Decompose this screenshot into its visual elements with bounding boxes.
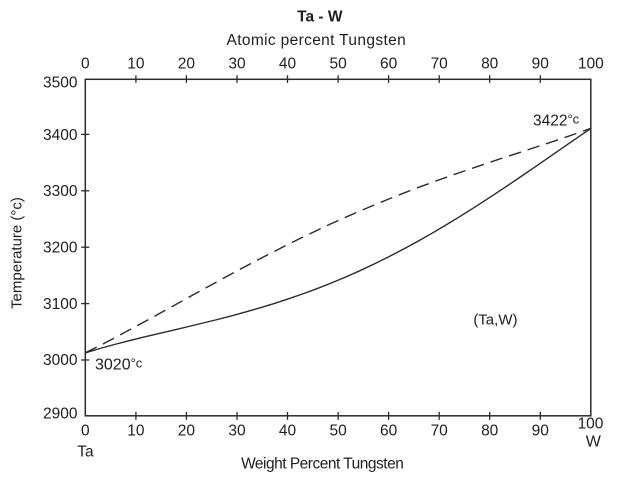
- svg-text:60: 60: [380, 423, 398, 440]
- svg-text:30: 30: [228, 55, 246, 72]
- svg-text:50: 50: [329, 55, 347, 72]
- svg-text:3100: 3100: [43, 296, 78, 313]
- svg-text:3200: 3200: [43, 239, 78, 256]
- svg-text:100: 100: [578, 55, 604, 72]
- svg-text:(Ta,W): (Ta,W): [473, 312, 517, 329]
- svg-text:0: 0: [81, 423, 90, 440]
- svg-text:3400: 3400: [43, 127, 78, 144]
- svg-text:3422°c: 3422°c: [533, 112, 580, 130]
- svg-text:3000: 3000: [43, 352, 78, 369]
- svg-text:10: 10: [127, 55, 145, 72]
- svg-text:100: 100: [578, 416, 604, 433]
- svg-text:W: W: [586, 433, 602, 450]
- svg-text:60: 60: [380, 55, 398, 72]
- svg-text:70: 70: [431, 423, 449, 440]
- svg-text:80: 80: [481, 55, 499, 72]
- svg-text:3300: 3300: [43, 183, 78, 200]
- svg-text:40: 40: [279, 423, 297, 440]
- svg-text:70: 70: [431, 55, 449, 72]
- svg-text:30: 30: [228, 423, 246, 440]
- svg-text:90: 90: [532, 423, 550, 440]
- svg-text:Ta - W: Ta - W: [297, 9, 343, 26]
- svg-text:Atomic percent Tungsten: Atomic percent Tungsten: [227, 32, 407, 49]
- svg-text:50: 50: [329, 423, 347, 440]
- svg-text:0: 0: [81, 55, 90, 72]
- svg-text:10: 10: [127, 423, 145, 440]
- svg-text:3500: 3500: [43, 75, 78, 92]
- svg-text:3020°c: 3020°c: [95, 355, 143, 373]
- svg-text:Ta: Ta: [77, 443, 94, 460]
- svg-text:20: 20: [178, 55, 196, 72]
- svg-text:20: 20: [178, 423, 196, 440]
- svg-text:90: 90: [532, 55, 550, 72]
- svg-text:Temperature (°c): Temperature (°c): [9, 197, 26, 309]
- svg-text:40: 40: [279, 55, 297, 72]
- svg-text:80: 80: [481, 423, 499, 440]
- svg-text:Weight Percent Tungsten: Weight Percent Tungsten: [241, 456, 403, 473]
- svg-text:2900: 2900: [43, 406, 78, 423]
